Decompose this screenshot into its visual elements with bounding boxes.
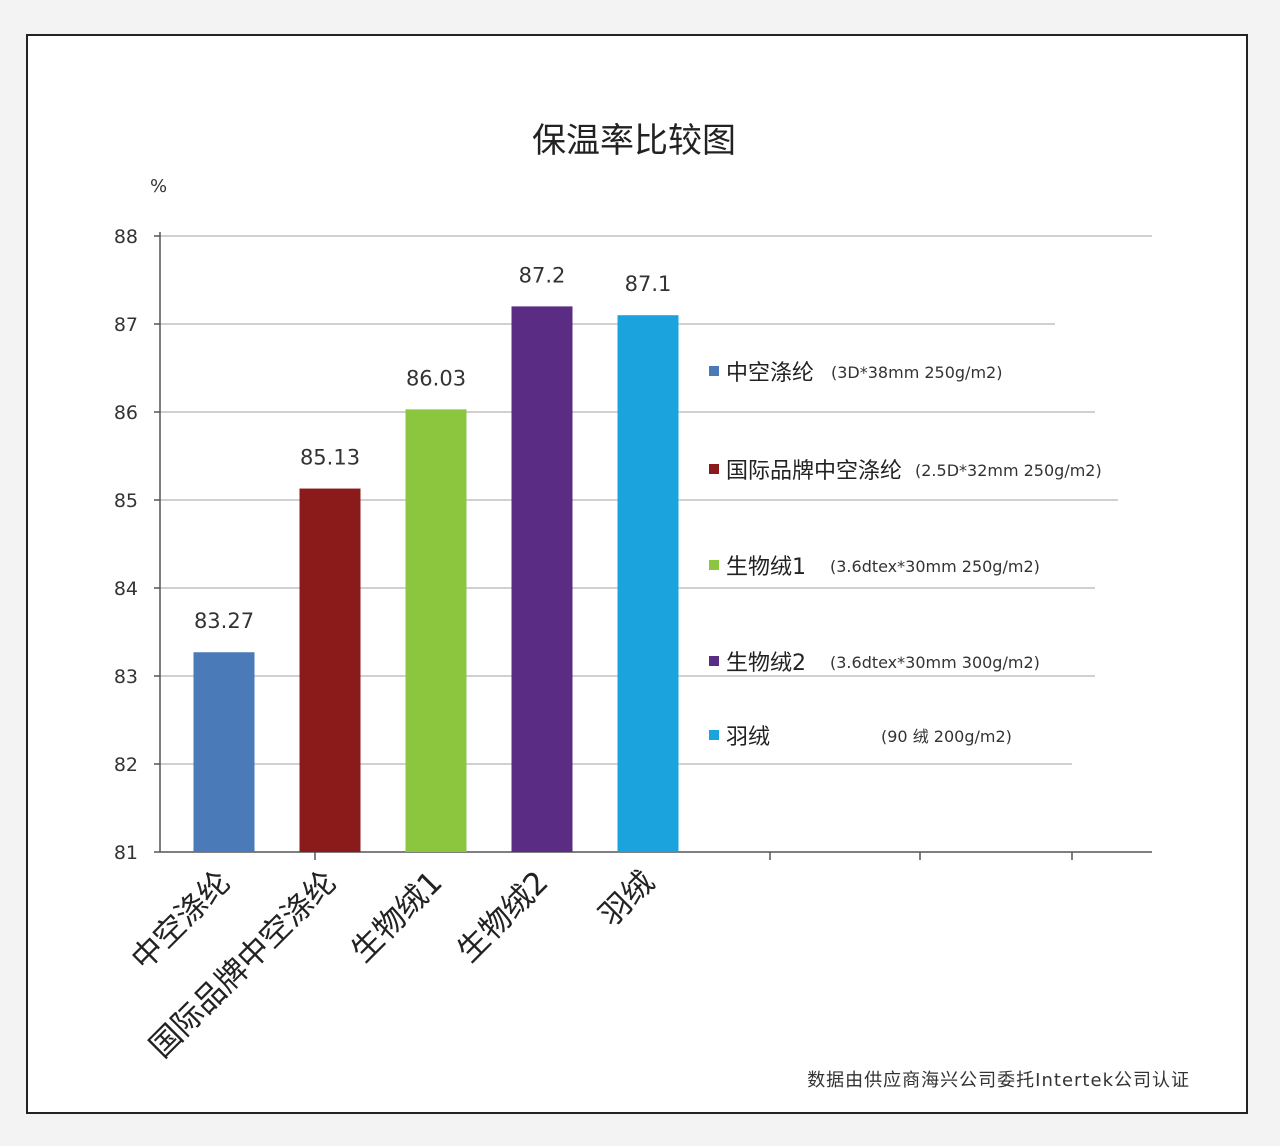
- legend-swatch-5: [709, 730, 719, 740]
- footnote-text: 数据由供应商海兴公司委托Intertek公司认证: [807, 1070, 1190, 1091]
- category-label-3: 生物绒1: [344, 864, 449, 969]
- legend-spec-3: (3.6dtex*30mm 250g/m2): [830, 557, 1040, 576]
- y-tick-label-83: 83: [114, 666, 138, 688]
- bar-3: [405, 409, 467, 852]
- legend-spec-4: (3.6dtex*30mm 300g/m2): [830, 653, 1040, 672]
- category-label-5: 羽绒: [592, 864, 661, 933]
- bar-1: [193, 652, 255, 852]
- chart-title: 保温率比较图: [532, 121, 736, 161]
- y-tick-label-81: 81: [114, 842, 138, 864]
- data-label-1: 83.27: [194, 609, 254, 633]
- legend-swatch-4: [709, 656, 719, 666]
- legend-swatch-3: [709, 560, 719, 570]
- legend-name-5: 羽绒: [726, 725, 770, 750]
- legend-spec-5: (90 绒 200g/m2): [881, 727, 1012, 746]
- legend-spec-2: (2.5D*32mm 250g/m2): [915, 461, 1102, 480]
- data-label-2: 85.13: [300, 446, 360, 470]
- y-tick-label-84: 84: [114, 578, 138, 600]
- data-label-4: 87.2: [519, 263, 566, 287]
- data-label-3: 86.03: [406, 366, 466, 390]
- category-label-4: 生物绒2: [450, 864, 555, 969]
- legend-swatch-1: [709, 366, 719, 376]
- bar-2: [299, 488, 361, 852]
- y-tick-label-85: 85: [114, 490, 138, 512]
- category-label-2: 国际品牌中空涤纶: [143, 864, 344, 1065]
- y-tick-label-86: 86: [114, 402, 138, 424]
- legend-swatch-2: [709, 464, 719, 474]
- legend-name-1: 中空涤纶: [726, 361, 814, 386]
- y-tick-label-87: 87: [114, 314, 138, 336]
- y-tick-label-88: 88: [114, 226, 138, 248]
- legend-spec-1: (3D*38mm 250g/m2): [831, 363, 1002, 382]
- legend-name-4: 生物绒2: [726, 651, 806, 676]
- data-label-5: 87.1: [625, 272, 672, 296]
- legend-name-3: 生物绒1: [726, 555, 806, 580]
- bar-5: [617, 315, 679, 852]
- y-tick-label-82: 82: [114, 754, 138, 776]
- legend-name-2: 国际品牌中空涤纶: [726, 459, 902, 484]
- y-unit-label: %: [150, 176, 167, 197]
- bar-4: [511, 306, 573, 852]
